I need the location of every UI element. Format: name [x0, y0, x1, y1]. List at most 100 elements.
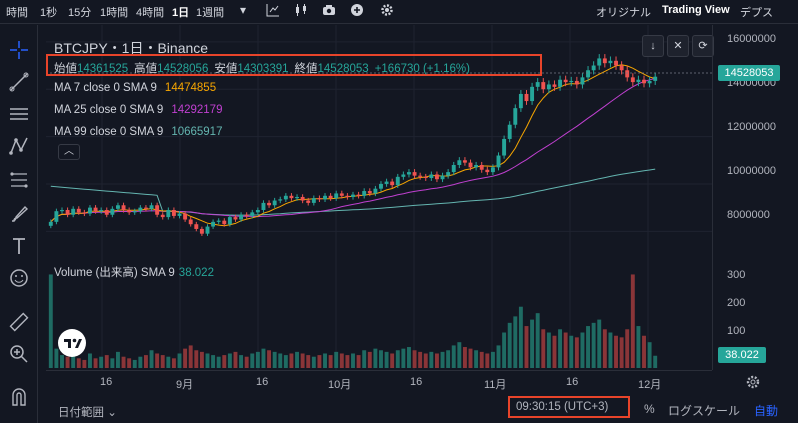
candle	[171, 210, 176, 216]
volume-bar	[614, 335, 618, 368]
log-scale-button[interactable]: ログスケール	[668, 404, 741, 418]
price-tick: 10000000	[727, 165, 776, 177]
emoji-icon[interactable]	[8, 267, 30, 289]
candle	[71, 208, 76, 215]
volume-bar	[558, 329, 563, 368]
time-tick: 10月	[328, 379, 352, 391]
view-tradingview[interactable]: Trading View	[662, 4, 730, 16]
volume-bar	[535, 313, 540, 368]
fib-icon[interactable]	[8, 169, 30, 191]
camera-icon[interactable]	[322, 3, 336, 17]
candle	[373, 188, 378, 194]
change-value: +166730 (+1.16%)	[374, 63, 470, 75]
text-icon[interactable]	[8, 235, 30, 257]
collapse-icon[interactable]: ✕	[667, 35, 689, 57]
scroll-down-button[interactable]: ↓	[642, 35, 664, 57]
interval-1d[interactable]: 1日	[172, 7, 190, 19]
candle	[384, 181, 389, 184]
drawing-toolbar	[0, 25, 38, 423]
candle	[474, 165, 479, 168]
volume-bar	[300, 353, 305, 368]
candle	[485, 169, 490, 173]
current-price-badge: 14528053	[718, 65, 780, 81]
time-tick: 16	[256, 376, 269, 388]
crosshair-icon[interactable]	[8, 39, 30, 61]
volume-bar	[54, 348, 59, 368]
gear-icon[interactable]	[380, 3, 394, 17]
candle	[507, 124, 512, 139]
volume-bar	[580, 332, 585, 368]
percent-scale-button[interactable]: %	[644, 402, 655, 416]
volume-bar	[462, 347, 467, 368]
volume-bar	[88, 353, 92, 368]
candle	[272, 200, 277, 206]
volume-bar	[440, 351, 445, 368]
volume-bar	[143, 355, 148, 368]
brush-icon[interactable]	[8, 203, 30, 225]
volume-bar	[289, 353, 294, 368]
interval-1h[interactable]: 1時間	[100, 7, 129, 19]
candle	[490, 167, 495, 173]
candle	[457, 160, 462, 165]
volume-tick: 300	[727, 269, 746, 281]
time-axis[interactable]: 16 9月 16 10月 16 11月 16 12月	[46, 370, 712, 392]
chevron-down-icon[interactable]: ▾	[239, 3, 247, 17]
volume-bar	[530, 319, 535, 368]
candle	[574, 80, 579, 85]
price-tick: 8000000	[727, 209, 770, 221]
candles-icon[interactable]	[294, 3, 308, 17]
chevron-down-icon: ⌄	[107, 407, 117, 419]
candle	[149, 205, 154, 209]
volume-bar	[351, 353, 355, 368]
add-indicator-icon[interactable]	[350, 3, 364, 17]
gear-icon[interactable]	[745, 374, 761, 390]
interval-4h[interactable]: 4時間	[136, 7, 165, 19]
candle	[597, 58, 602, 66]
volume-bar	[647, 342, 652, 368]
interval-15m[interactable]: 15分	[68, 7, 92, 19]
chart-type-icon[interactable]	[266, 3, 280, 17]
volume-bar	[183, 348, 188, 368]
trend-line-icon[interactable]	[8, 71, 30, 93]
zoom-icon[interactable]	[8, 343, 30, 365]
clock[interactable]: 09:30:15 (UTC+3)	[516, 401, 609, 413]
candle	[390, 181, 395, 186]
candle	[283, 195, 288, 200]
candle	[121, 205, 126, 210]
time-tick: 9月	[176, 379, 194, 391]
candle	[546, 84, 551, 90]
time-tick: 16	[566, 376, 579, 388]
volume-bar	[227, 353, 232, 368]
price-chart[interactable]	[46, 25, 712, 370]
candle	[311, 198, 316, 203]
volume-bar	[630, 274, 635, 368]
candle	[345, 195, 350, 197]
candle	[569, 80, 574, 83]
view-original[interactable]: オリジナル	[596, 7, 651, 19]
auto-scale-button[interactable]: 自動	[754, 404, 779, 418]
interval-1w[interactable]: 1週間	[196, 7, 225, 19]
candle	[535, 82, 540, 87]
ruler-icon[interactable]	[8, 311, 30, 333]
volume-bar	[367, 351, 372, 368]
interval-1s[interactable]: 1秒	[40, 7, 58, 19]
candle	[216, 220, 221, 222]
magnet-icon[interactable]	[8, 385, 30, 407]
pattern-icon[interactable]	[8, 135, 30, 157]
refresh-icon[interactable]: ⟳	[692, 35, 714, 57]
collapse-legend-button[interactable]: ︿	[58, 144, 80, 160]
date-range-button[interactable]: 日付範囲 ⌄	[58, 404, 117, 420]
horizontal-lines-icon[interactable]	[8, 103, 30, 125]
tradingview-logo[interactable]	[58, 329, 86, 357]
candle	[323, 195, 327, 200]
candle	[608, 60, 613, 64]
volume-legend: Volume (出来高) SMA 9 38.022	[54, 264, 214, 280]
volume-bar	[345, 355, 350, 368]
candle	[586, 70, 591, 78]
view-depth[interactable]: デプス	[740, 7, 773, 19]
volume-bar	[255, 351, 260, 368]
candle	[339, 193, 344, 196]
volume-bar	[591, 322, 596, 368]
volume-bar	[653, 355, 658, 368]
